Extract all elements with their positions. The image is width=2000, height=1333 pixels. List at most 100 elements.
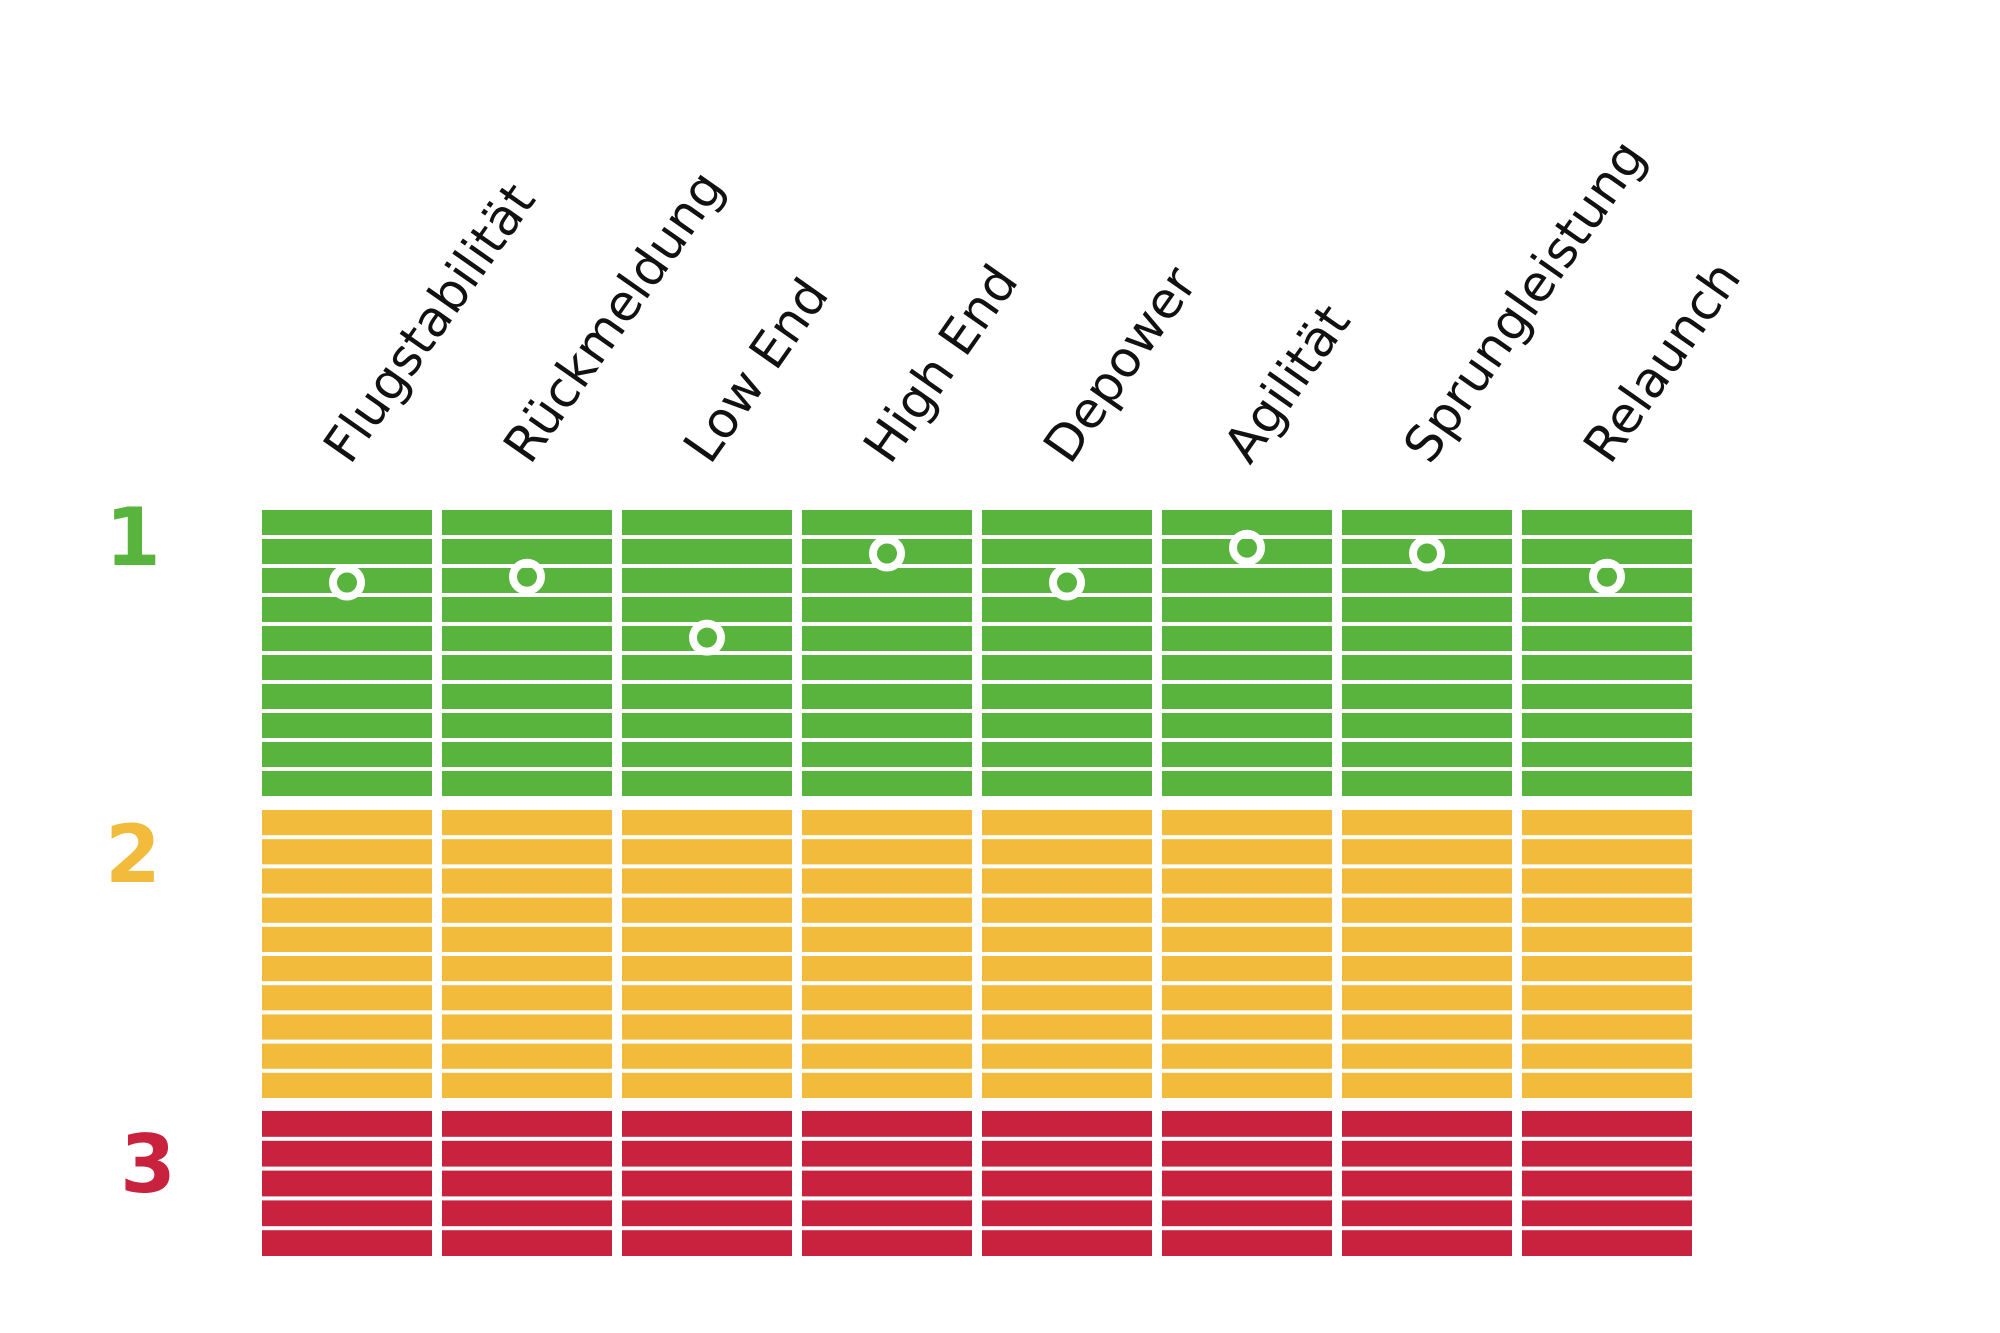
stripe-zone2-col7-3 — [1342, 868, 1512, 894]
stripe-zone1-col3-7 — [622, 684, 792, 709]
stripe-zone1-col4-9 — [802, 742, 972, 767]
stripe-zone3-col7-5 — [1342, 1230, 1512, 1256]
stripe-zone2-col7-4 — [1342, 897, 1512, 923]
stripe-zone1-col1-2 — [262, 539, 432, 564]
stripe-zone3-col5-5 — [982, 1230, 1152, 1256]
stripe-zone2-col4-9 — [802, 1043, 972, 1069]
stripe-zone2-col1-3 — [262, 868, 432, 894]
stripe-zone2-col7-10 — [1342, 1072, 1512, 1098]
stripe-zone1-col3-8 — [622, 713, 792, 738]
category-labels: Flugstabilität Rückmeldung Low End High … — [312, 130, 1752, 473]
stripe-zone2-col3-9 — [622, 1043, 792, 1069]
stripe-zone2-col8-4 — [1522, 897, 1692, 923]
stripe-zone2-col5-4 — [982, 897, 1152, 923]
stripe-zone2-col6-4 — [1162, 897, 1332, 923]
category-label-low-end: Low End — [672, 268, 840, 473]
stripe-zone3-col2-3 — [442, 1170, 612, 1197]
rating-markers — [329, 529, 1625, 656]
stripe-zone3-col5-3 — [982, 1170, 1152, 1197]
stripe-zone1-col5-1 — [982, 510, 1152, 535]
stripe-zone2-col5-6 — [982, 956, 1152, 982]
stripe-zone1-col6-6 — [1162, 655, 1332, 680]
stripe-zone3-col6-3 — [1162, 1170, 1332, 1197]
stripe-zone2-col3-6 — [622, 956, 792, 982]
stripe-zone2-col7-1 — [1342, 810, 1512, 836]
stripe-zone1-col7-9 — [1342, 742, 1512, 767]
stripe-zone1-col1-4 — [262, 597, 432, 622]
stripe-zone1-col2-4 — [442, 597, 612, 622]
rating-marker-2 — [509, 558, 545, 595]
stripe-zone3-col8-5 — [1522, 1230, 1692, 1256]
stripe-zone3-col7-3 — [1342, 1170, 1512, 1197]
rating-marker-4 — [869, 535, 905, 572]
stripe-zone2-col3-8 — [622, 1014, 792, 1040]
stripe-zone1-col8-4 — [1522, 597, 1692, 622]
stripe-zone2-col5-3 — [982, 868, 1152, 894]
stripe-zone3-col1-3 — [262, 1170, 432, 1197]
stripe-zone2-col3-2 — [622, 839, 792, 865]
stripe-zone2-col4-10 — [802, 1072, 972, 1098]
stripe-zone3-col8-4 — [1522, 1200, 1692, 1227]
stripe-zone3-col4-3 — [802, 1170, 972, 1197]
stripe-zone2-col1-8 — [262, 1014, 432, 1040]
zone-labels: 1 2 3 — [105, 491, 176, 1211]
stripe-zone2-col4-6 — [802, 956, 972, 982]
stripe-zone1-col4-1 — [802, 510, 972, 535]
stripe-zone1-col8-1 — [1522, 510, 1692, 535]
stripe-zone1-col3-5 — [622, 626, 792, 651]
stripe-zone1-col5-5 — [982, 626, 1152, 651]
stripe-zone2-col2-7 — [442, 985, 612, 1011]
stripe-zone3-col6-2 — [1162, 1140, 1332, 1167]
stripe-zone1-col6-5 — [1162, 626, 1332, 651]
stripe-zone1-col4-5 — [802, 626, 972, 651]
stripe-zone1-col5-6 — [982, 655, 1152, 680]
stripe-zone1-col5-2 — [982, 539, 1152, 564]
stripe-zone1-col5-10 — [982, 771, 1152, 796]
stripe-zone2-col8-1 — [1522, 810, 1692, 836]
stripe-zone2-col6-5 — [1162, 926, 1332, 952]
stripe-zone3-col2-1 — [442, 1111, 612, 1137]
stripe-zone3-col3-1 — [622, 1111, 792, 1137]
stripe-zone2-col7-6 — [1342, 956, 1512, 982]
stripe-zone2-col6-2 — [1162, 839, 1332, 865]
stripe-zone2-col1-6 — [262, 956, 432, 982]
stripe-zone3-col7-2 — [1342, 1140, 1512, 1167]
stripe-zone1-col7-3 — [1342, 568, 1512, 593]
stripe-zone2-col3-1 — [622, 810, 792, 836]
stripe-zone3-col1-4 — [262, 1200, 432, 1227]
stripe-zone3-col3-3 — [622, 1170, 792, 1197]
stripe-zone2-col1-1 — [262, 810, 432, 836]
stripe-zone1-col4-6 — [802, 655, 972, 680]
stripe-zone3-col4-4 — [802, 1200, 972, 1227]
stripe-zone1-col6-3 — [1162, 568, 1332, 593]
rating-marker-5 — [1049, 564, 1085, 601]
stripe-zone2-col7-7 — [1342, 985, 1512, 1011]
stripe-zone2-col1-2 — [262, 839, 432, 865]
stripe-zone2-col4-1 — [802, 810, 972, 836]
stripe-zone2-col8-2 — [1522, 839, 1692, 865]
stripe-zone2-col6-8 — [1162, 1014, 1332, 1040]
stripe-zone1-col3-4 — [622, 597, 792, 622]
rating-marker-7 — [1409, 535, 1445, 572]
stripe-zone2-col3-3 — [622, 868, 792, 894]
stripe-zone2-col3-7 — [622, 985, 792, 1011]
stripe-zone2-col8-5 — [1522, 926, 1692, 952]
stripe-zone1-col6-7 — [1162, 684, 1332, 709]
stripe-zone1-col2-7 — [442, 684, 612, 709]
stripe-zone1-col1-9 — [262, 742, 432, 767]
stripe-zone2-col3-4 — [622, 897, 792, 923]
stripe-zone1-col4-4 — [802, 597, 972, 622]
stripe-zone1-col6-10 — [1162, 771, 1332, 796]
stripe-zone3-col3-4 — [622, 1200, 792, 1227]
stripe-zone1-col5-8 — [982, 713, 1152, 738]
stripe-zone3-col4-2 — [802, 1140, 972, 1167]
stripe-zone1-col6-8 — [1162, 713, 1332, 738]
stripe-zone2-col1-4 — [262, 897, 432, 923]
stripe-zone2-col1-10 — [262, 1072, 432, 1098]
stripe-zone1-col5-7 — [982, 684, 1152, 709]
stripe-zone2-col6-10 — [1162, 1072, 1332, 1098]
stripe-zone2-col7-8 — [1342, 1014, 1512, 1040]
stripe-zone2-col5-9 — [982, 1043, 1152, 1069]
stripe-zone1-col1-10 — [262, 771, 432, 796]
stripe-zone3-col5-1 — [982, 1111, 1152, 1137]
